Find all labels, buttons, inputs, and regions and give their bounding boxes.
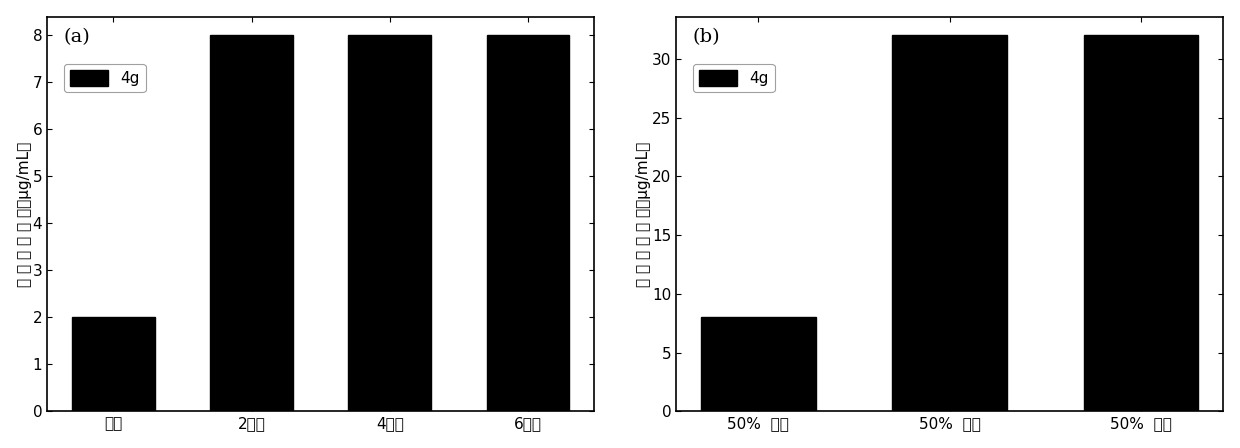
Text: (b): (b) <box>692 29 720 47</box>
Bar <box>210 35 293 411</box>
Legend: 4g: 4g <box>63 64 145 92</box>
Bar <box>72 318 155 411</box>
Bar <box>893 35 1007 411</box>
Y-axis label: 最 低 杀 菌 浓 度（μg/mL）: 最 低 杀 菌 浓 度（μg/mL） <box>636 142 651 287</box>
Bar <box>1084 35 1198 411</box>
Legend: 4g: 4g <box>692 64 775 92</box>
Bar <box>486 35 569 411</box>
Bar <box>701 318 816 411</box>
Y-axis label: 最 低 杀 菌 浓 度（μg/mL）: 最 低 杀 菌 浓 度（μg/mL） <box>16 142 32 287</box>
Bar <box>348 35 432 411</box>
Text: (a): (a) <box>63 29 91 47</box>
